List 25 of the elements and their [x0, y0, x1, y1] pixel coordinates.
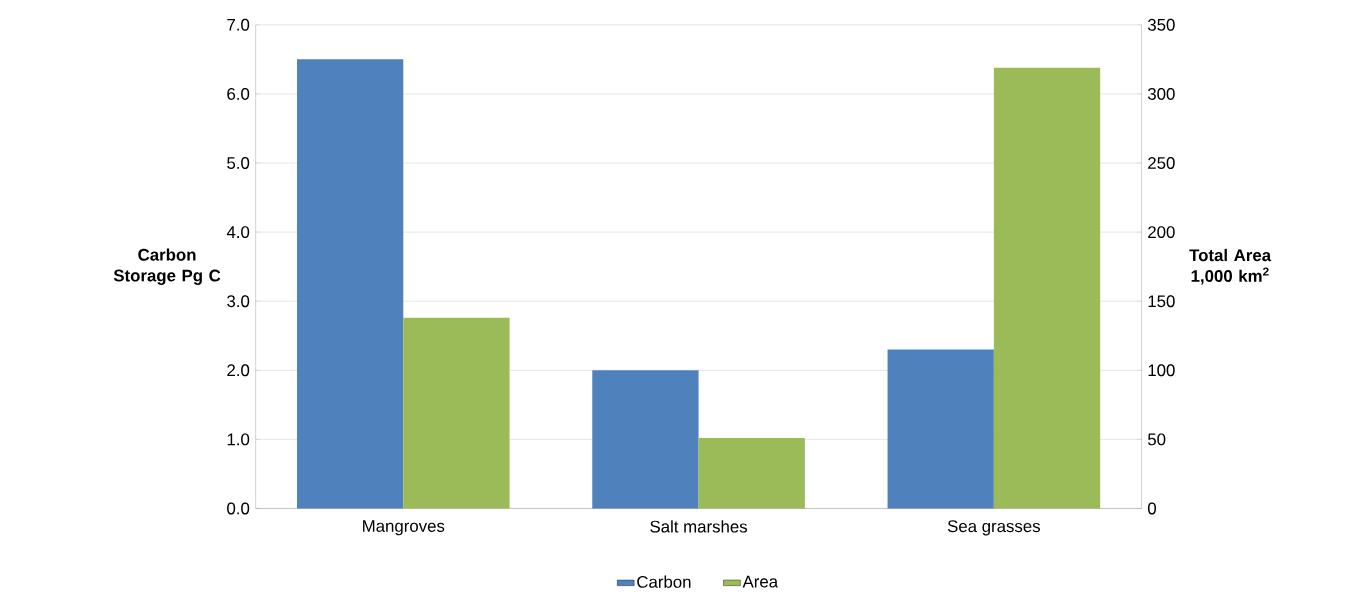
y2-tick-label: 50: [1147, 433, 1166, 446]
y-axis-title: Carbon Storage Pg C: [113, 248, 221, 285]
y2-tick-label: 150: [1148, 295, 1175, 308]
y2-tick-label: 100: [1148, 364, 1175, 377]
y-tick-label: 2.0: [227, 364, 250, 377]
bar: [296, 59, 404, 509]
y2-axis-title: Total Area 1,000 km$^{2}$: [1189, 248, 1272, 285]
y2-tick-label: 0: [1147, 502, 1157, 515]
y-tick-label: 5.0: [227, 157, 250, 170]
y-tick-label: 6.0: [227, 88, 250, 100]
x-tick-label: Sea grasses: [947, 520, 1040, 536]
x-tick-label: Mangroves: [363, 520, 445, 536]
y-tick-label: 3.0: [227, 295, 250, 308]
y2-tick-label: 250: [1148, 157, 1175, 170]
y2-tick-label: 350: [1147, 18, 1175, 31]
legend-label: Carbon: [637, 575, 691, 588]
y-tick-label: 1.0: [227, 433, 250, 446]
y-tick-label: 4.0: [226, 226, 250, 239]
y-tick-label: 0.0: [227, 502, 250, 515]
legend-label: Area: [742, 575, 779, 588]
x-tick-label: Salt marshes: [650, 520, 748, 533]
bar: [993, 67, 1101, 509]
y-tick-label: 7.0: [227, 18, 250, 31]
y2-tick-label: 200: [1148, 226, 1175, 239]
y2-tick-label: 300: [1147, 88, 1175, 100]
